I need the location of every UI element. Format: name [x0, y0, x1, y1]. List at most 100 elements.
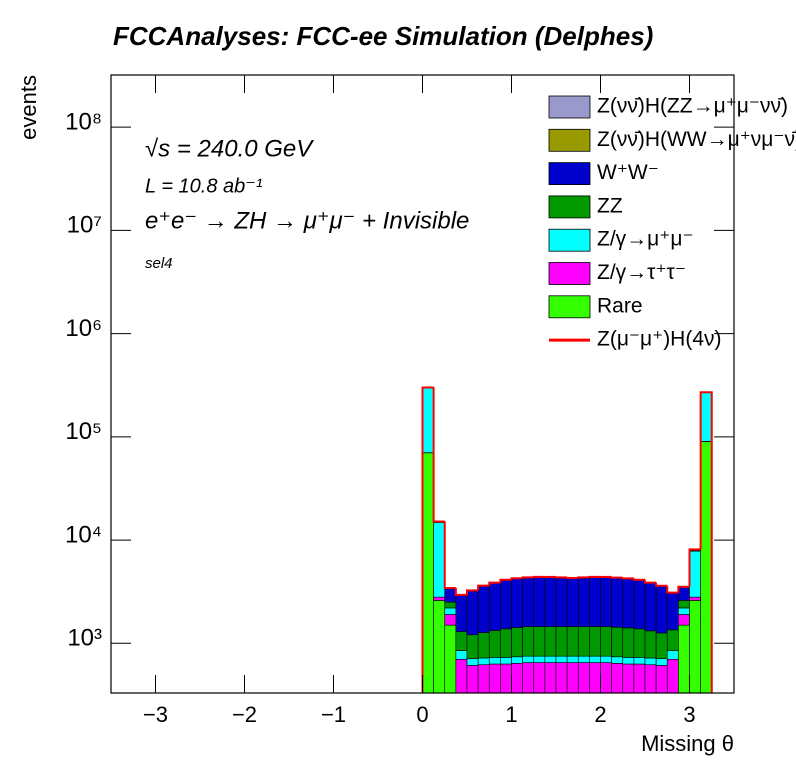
bar	[444, 588, 457, 603]
bar	[500, 663, 512, 694]
bar	[644, 664, 657, 694]
bar	[577, 662, 590, 694]
bar	[600, 662, 612, 694]
bar	[488, 630, 501, 658]
bar	[577, 577, 590, 627]
bar	[555, 662, 568, 694]
bar	[511, 663, 523, 694]
signal-step	[521, 576, 534, 579]
bar	[511, 578, 523, 628]
bar	[700, 391, 713, 442]
bar	[544, 626, 557, 657]
bar	[544, 577, 557, 627]
legend-swatch	[548, 295, 591, 319]
signal-step	[688, 548, 701, 587]
x-axis-label: Missing θ	[641, 731, 734, 756]
bar	[566, 662, 579, 694]
bar	[644, 582, 657, 632]
bar	[544, 655, 557, 663]
bar	[433, 522, 446, 598]
signal-step	[532, 575, 545, 578]
bar	[666, 629, 679, 651]
bar	[611, 663, 624, 694]
bar	[444, 607, 457, 615]
bar	[466, 665, 479, 694]
bar	[589, 662, 601, 694]
signal-step	[555, 576, 568, 579]
bar	[678, 614, 690, 626]
signal-step	[432, 387, 445, 523]
bar	[600, 577, 612, 627]
signal-step	[677, 585, 690, 593]
bar	[488, 657, 501, 665]
bar	[622, 578, 635, 629]
chart-title: FCCAnalyses: FCC-ee Simulation (Delphes)	[113, 21, 653, 51]
bar	[622, 657, 635, 665]
bar	[633, 657, 646, 665]
bar	[633, 663, 646, 694]
bar	[511, 627, 523, 658]
bar	[466, 634, 479, 659]
bar	[522, 577, 535, 627]
bar	[488, 582, 501, 631]
bar	[611, 656, 624, 664]
bar	[622, 663, 635, 694]
bar	[466, 658, 479, 666]
signal-step	[499, 578, 512, 583]
signal-step	[477, 584, 490, 591]
y-tick-label: 10³	[67, 625, 102, 652]
bar	[644, 630, 657, 659]
x-tick-label: 0	[416, 702, 428, 727]
bar	[533, 655, 546, 663]
bar	[544, 662, 557, 694]
bar	[433, 596, 446, 601]
signal-step	[666, 585, 679, 594]
bar	[466, 590, 479, 636]
bar	[666, 593, 679, 631]
bar	[511, 656, 523, 664]
annotation: e⁺e⁻ → ZH → μ⁺μ⁻ + Invisible	[145, 207, 469, 234]
bar	[666, 650, 679, 660]
legend-swatch	[548, 262, 591, 285]
bar	[500, 628, 512, 658]
bar	[577, 655, 590, 663]
bar	[455, 650, 468, 660]
bar	[566, 626, 579, 657]
bar	[566, 578, 579, 627]
y-tick-label: 10⁶	[65, 315, 102, 342]
x-tick-label: −2	[232, 702, 257, 727]
signal-step	[632, 578, 645, 581]
x-tick-label: 1	[505, 702, 517, 727]
bar	[500, 657, 512, 665]
bar	[633, 628, 646, 658]
bar	[611, 577, 624, 628]
bar	[655, 665, 668, 694]
bar	[633, 579, 646, 630]
bar	[477, 632, 490, 659]
legend-label: W⁺W⁻	[597, 161, 659, 184]
bar	[678, 586, 690, 601]
bar	[666, 658, 679, 694]
signal-step	[510, 577, 523, 580]
bar	[700, 441, 713, 694]
bar	[589, 577, 601, 627]
plot-area	[421, 386, 713, 694]
bar	[600, 626, 612, 657]
legend-label: Z(νν̄)H(WW→μ⁺νμ⁻ν̄)	[597, 128, 796, 151]
y-tick-label: 10⁷	[67, 212, 102, 239]
bar	[678, 624, 690, 694]
bar	[589, 655, 601, 663]
legend-label: ZZ	[597, 194, 623, 217]
legend: Z(νν̄)H(ZZ→μ⁺μ⁻νν̄) Z(νν̄)H(WW→μ⁺νμ⁻ν̄) W⁺…	[548, 95, 796, 351]
bar	[655, 586, 668, 634]
bar	[488, 663, 501, 694]
bar	[433, 600, 446, 694]
bar	[589, 626, 601, 657]
signal-step	[588, 575, 601, 578]
bar	[455, 631, 468, 651]
bar	[678, 600, 690, 609]
annotation: √s = 240.0 GeV	[145, 135, 314, 162]
bar	[533, 577, 546, 627]
bar	[577, 626, 590, 657]
x-tick-label: −1	[321, 702, 346, 727]
